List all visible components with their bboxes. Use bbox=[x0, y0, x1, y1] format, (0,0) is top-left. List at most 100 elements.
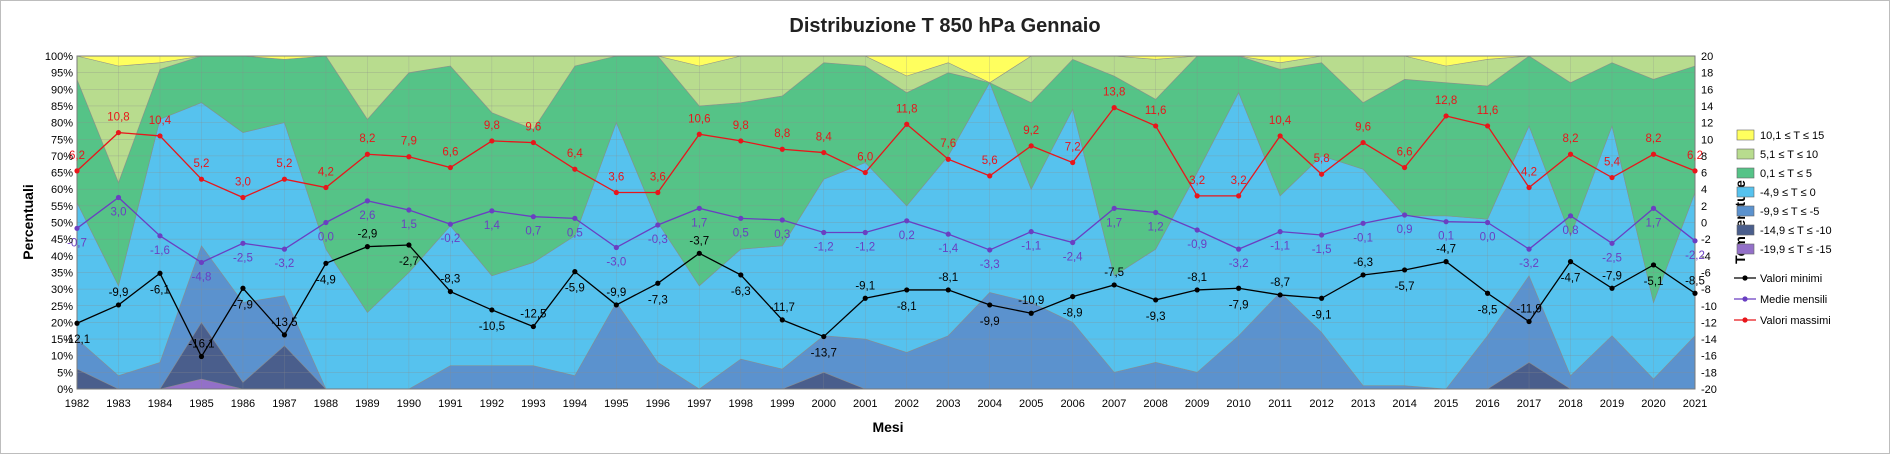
x-tick-label: 2016 bbox=[1475, 398, 1499, 410]
legend-swatch bbox=[1736, 129, 1755, 141]
data-label: -3,2 bbox=[1229, 258, 1249, 270]
data-point bbox=[1650, 205, 1657, 211]
data-point bbox=[1484, 290, 1491, 296]
data-point bbox=[1111, 205, 1117, 211]
data-label: -11,7 bbox=[770, 302, 795, 314]
data-label: 12,8 bbox=[1435, 95, 1457, 107]
data-label: 6,2 bbox=[1687, 150, 1703, 162]
data-point bbox=[572, 166, 578, 172]
data-label: -1,5 bbox=[1312, 244, 1332, 256]
data-label: -10,9 bbox=[1018, 295, 1044, 307]
data-label: -2,4 bbox=[1063, 251, 1083, 263]
legend-label: -19,9 ≤ T ≤ -15 bbox=[1760, 244, 1832, 256]
data-label: -13,5 bbox=[271, 317, 297, 329]
data-point bbox=[1526, 184, 1532, 191]
data-point bbox=[74, 320, 80, 326]
legend-label: 5,1 ≤ T ≤ 10 bbox=[1760, 149, 1818, 161]
right-tick-label: 8 bbox=[1701, 151, 1707, 163]
data-label: -0,2 bbox=[440, 233, 460, 245]
x-tick-label: 1992 bbox=[480, 398, 504, 410]
left-tick-label: 5% bbox=[57, 367, 73, 379]
left-tick-label: 50% bbox=[51, 218, 73, 230]
legend-label: -4,9 ≤ T ≤ 0 bbox=[1760, 187, 1816, 199]
data-label: -9,9 bbox=[606, 287, 626, 299]
right-tick-label: -12 bbox=[1701, 317, 1717, 329]
data-point bbox=[738, 138, 744, 144]
x-tick-label: 2002 bbox=[895, 398, 919, 410]
data-point bbox=[323, 219, 329, 226]
left-tick-label: 30% bbox=[51, 284, 73, 296]
data-point bbox=[655, 189, 661, 196]
data-point bbox=[198, 259, 205, 266]
data-label: 10,4 bbox=[1269, 115, 1292, 127]
data-label: -13,7 bbox=[811, 348, 837, 360]
data-point bbox=[1236, 193, 1242, 199]
data-point bbox=[945, 156, 951, 162]
data-point bbox=[1401, 267, 1408, 273]
data-point bbox=[779, 317, 785, 323]
data-label: -0,3 bbox=[648, 234, 668, 246]
x-tick-label: 1982 bbox=[65, 398, 89, 410]
series-valori-minimi: -12,1 -9,9 -6,1 -16,1 -7,9 -13,5 -4,9 -2,9 -2,7 -… bbox=[64, 229, 1705, 360]
x-tick-label: 1988 bbox=[314, 398, 338, 410]
x-tick-label: 2009 bbox=[1185, 398, 1209, 410]
data-label: 1,2 bbox=[1148, 222, 1164, 234]
data-point bbox=[1567, 213, 1574, 219]
x-tick-label: 1994 bbox=[563, 398, 587, 410]
legend-item-14-9-t-10: -14,9 ≤ T ≤ -10 bbox=[1736, 224, 1832, 237]
x-tick-label: 1984 bbox=[148, 398, 172, 410]
data-label: -12,5 bbox=[520, 309, 546, 321]
data-point bbox=[281, 176, 288, 182]
x-tick-label: 2018 bbox=[1558, 398, 1582, 410]
data-label: -9,1 bbox=[855, 280, 875, 292]
data-label: 6,6 bbox=[442, 147, 458, 159]
data-label: 11,6 bbox=[1477, 105, 1499, 117]
data-point bbox=[406, 154, 412, 160]
legend-swatch bbox=[1736, 224, 1755, 236]
left-tick-label: 55% bbox=[51, 201, 73, 213]
legend-item-10-1-t-15: 10,1 ≤ T ≤ 15 bbox=[1736, 129, 1824, 142]
left-tick-label: 20% bbox=[51, 317, 73, 329]
data-point bbox=[1443, 113, 1449, 119]
data-point bbox=[904, 287, 910, 293]
data-label: -1,2 bbox=[814, 241, 834, 253]
data-label: 11,6 bbox=[1145, 105, 1167, 117]
data-label: 0,0 bbox=[318, 232, 334, 244]
data-label: -3,2 bbox=[1519, 258, 1539, 270]
data-point bbox=[447, 288, 453, 295]
legend-item-9-9-t-5: -9,9 ≤ T ≤ -5 bbox=[1736, 205, 1819, 218]
data-point bbox=[572, 269, 578, 275]
data-label: -4,7 bbox=[1561, 273, 1581, 285]
right-tick-label: 20 bbox=[1701, 51, 1713, 63]
data-point bbox=[323, 260, 329, 266]
data-label: 7,2 bbox=[1065, 142, 1081, 154]
data-label: -1,1 bbox=[1021, 241, 1041, 253]
data-label: 0,5 bbox=[567, 227, 583, 239]
data-label: 10,4 bbox=[149, 115, 172, 127]
series-valori-massimi: 6,2 10,8 10,4 5,2 3,0 5,2 4,2 8,2 7,9 6,6 9,8 9,6 6,… bbox=[69, 87, 1703, 201]
legend: 10,1 ≤ T ≤ 15 5,1 ≤ T ≤ 10 0,1 ≤ T ≤ 5 -4,9… bbox=[1734, 129, 1832, 327]
data-label: 9,6 bbox=[525, 122, 541, 134]
data-label: 6,6 bbox=[1397, 147, 1413, 159]
plot-border bbox=[76, 55, 1696, 390]
data-label: 6,4 bbox=[567, 148, 584, 160]
data-label: -6,3 bbox=[731, 286, 751, 298]
line-series: 6,2 10,8 10,4 5,2 3,0 5,2 4,2 8,2 7,9 6,6 9,8 9,6 6,… bbox=[64, 87, 1705, 360]
data-label: -7,3 bbox=[648, 294, 668, 306]
data-label: -9,9 bbox=[109, 287, 129, 299]
data-point bbox=[1692, 168, 1698, 174]
data-point bbox=[1111, 105, 1117, 111]
data-point bbox=[406, 242, 412, 248]
x-tick-label: 2004 bbox=[977, 398, 1001, 410]
data-point bbox=[1360, 139, 1366, 146]
data-point bbox=[198, 176, 205, 182]
x-tick-label: 2010 bbox=[1226, 398, 1250, 410]
data-point bbox=[115, 194, 122, 201]
left-tick-label: 90% bbox=[51, 84, 73, 96]
data-point bbox=[1319, 295, 1325, 301]
legend-marker bbox=[1742, 275, 1748, 281]
gridlines bbox=[76, 55, 1696, 390]
legend-item-medie-mensili: Medie mensili bbox=[1734, 294, 1827, 306]
data-point bbox=[1153, 123, 1159, 129]
data-point bbox=[738, 215, 744, 221]
